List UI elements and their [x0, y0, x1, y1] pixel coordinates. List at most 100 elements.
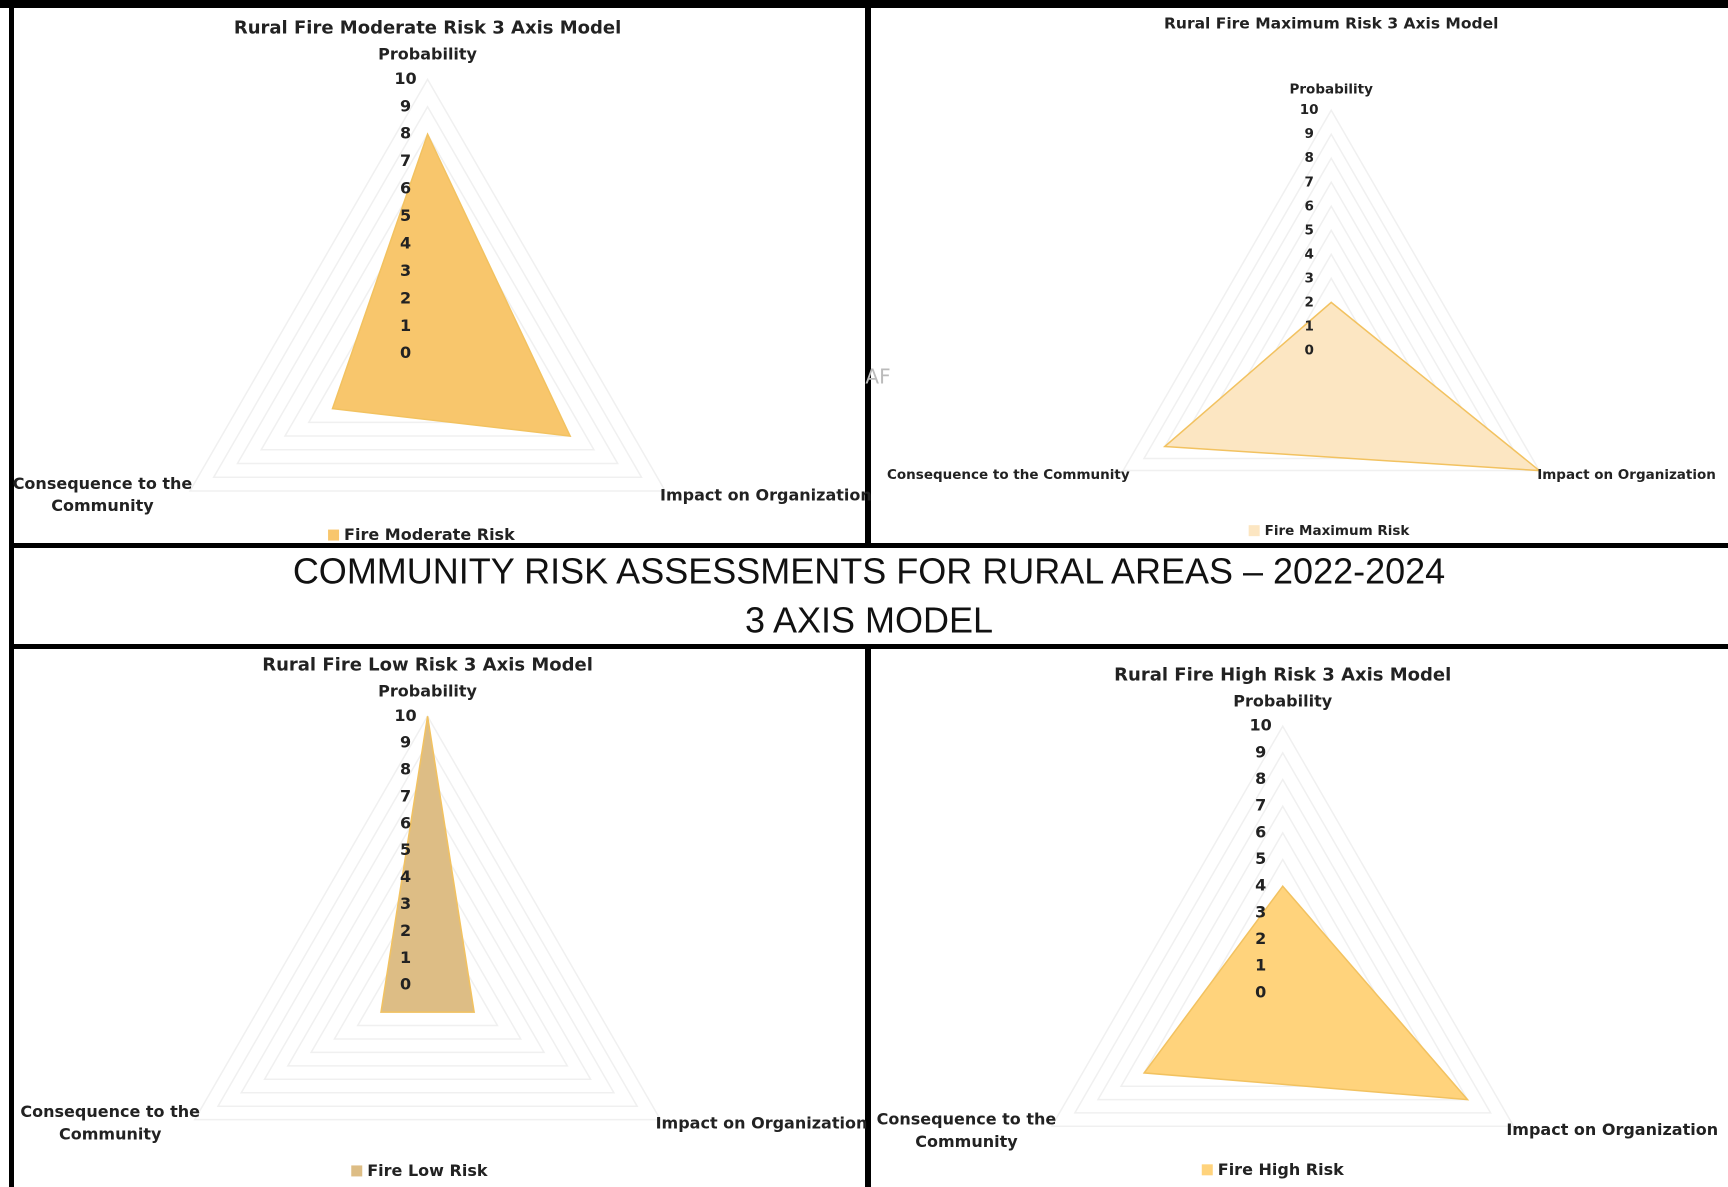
legend-swatch: [1201, 1164, 1213, 1176]
heading: 3 AXIS MODEL: [745, 600, 993, 641]
tick-label: 6: [1304, 198, 1313, 214]
grid-line: [1121, 108, 1541, 472]
tick-label: 2: [1255, 929, 1266, 948]
tick-label: 1: [1304, 318, 1313, 334]
tick-label: 8: [400, 760, 411, 779]
radar-area: [1142, 885, 1470, 1101]
grid-line: [1050, 724, 1515, 1127]
tick-label: 1: [400, 948, 411, 967]
chart-title: Rural Fire Low Risk 3 Axis Model: [262, 655, 593, 676]
radar-area: [380, 716, 476, 1013]
axis-label: Impact on Organization: [660, 485, 872, 504]
tick-label: 10: [1250, 716, 1272, 735]
tick-label: 4: [400, 867, 411, 886]
border: [9, 644, 1728, 649]
grid-line: [1119, 804, 1446, 1087]
legend-swatch: [351, 1165, 363, 1177]
axis-label: Impact on Organization: [1506, 1120, 1718, 1139]
tick-label: 5: [1304, 222, 1313, 238]
grid-line: [188, 77, 667, 492]
tick-label: 3: [400, 261, 411, 280]
axis-label: Probability: [1290, 81, 1374, 97]
border: [865, 647, 871, 1187]
border: [0, 0, 1728, 8]
legend-swatch: [1248, 525, 1260, 537]
tick-label: 4: [1255, 876, 1266, 895]
tick-label: 4: [1304, 246, 1313, 262]
chart-title: Rural Fire Moderate Risk 3 Axis Model: [234, 18, 621, 39]
border: [9, 543, 1728, 548]
grid-line: [1073, 751, 1492, 1114]
tick-label: 7: [400, 786, 411, 805]
grid-line: [263, 795, 592, 1081]
legend-label: Fire High Risk: [1218, 1160, 1344, 1179]
tick-label: 1: [400, 316, 411, 335]
axis-label: Impact on Organization: [1537, 467, 1716, 483]
tick-label: 0: [400, 343, 411, 362]
grid-line: [236, 132, 619, 465]
grid-line: [216, 741, 639, 1107]
radar-area: [331, 132, 572, 437]
axis-label: Probability: [378, 682, 477, 701]
axis-label: Probability: [378, 45, 477, 64]
tick-label: 9: [1255, 742, 1266, 761]
tick-label: 5: [400, 206, 411, 225]
axis-label: Consequence to the Community: [887, 467, 1130, 483]
grid-line: [309, 849, 546, 1054]
tick-label: 6: [1255, 822, 1266, 841]
tick-label: 9: [400, 96, 411, 115]
tick-label: 5: [1255, 849, 1266, 868]
tick-label: 8: [1304, 150, 1313, 166]
tick-label: 6: [400, 179, 411, 198]
grid-line: [259, 160, 596, 451]
grid-line: [212, 105, 643, 478]
tick-label: 9: [400, 733, 411, 752]
tick-label: 9: [1304, 126, 1313, 142]
axis-label: Consequence to the Community: [20, 1101, 200, 1142]
tick-label: 3: [1255, 902, 1266, 921]
tick-label: 3: [1304, 270, 1313, 286]
tick-label: 0: [1304, 342, 1313, 358]
grid-line: [1142, 132, 1520, 460]
chart-title: Rural Fire Maximum Risk 3 Axis Model: [1164, 15, 1498, 33]
tick-label: 2: [400, 921, 411, 940]
legend-label: Fire Maximum Risk: [1265, 523, 1411, 539]
axis-label: Impact on Organization: [656, 1114, 868, 1133]
grid-line: [333, 876, 523, 1040]
tick-label: 10: [394, 69, 416, 88]
radar-area: [1162, 301, 1542, 472]
border: [9, 0, 14, 1187]
axis-label: Consequence to the Community: [877, 1109, 1057, 1150]
tick-label: 8: [1255, 769, 1266, 788]
grid-line: [193, 714, 662, 1121]
legend-label: Fire Moderate Risk: [344, 525, 515, 544]
tick-label: 10: [394, 706, 416, 725]
tick-label: 2: [1304, 294, 1313, 310]
watermark: AF: [865, 365, 890, 389]
tick-label: 0: [400, 975, 411, 994]
grid-line: [239, 768, 616, 1094]
tick-label: 1: [1255, 956, 1266, 975]
grid-line: [1096, 778, 1469, 1101]
tick-label: 10: [1300, 102, 1319, 118]
border: [865, 0, 871, 546]
axis-label: Consequence to the Community: [13, 473, 193, 514]
tick-label: 0: [1255, 982, 1266, 1001]
tick-label: 8: [400, 124, 411, 143]
tick-label: 3: [400, 894, 411, 913]
tick-label: 6: [400, 813, 411, 832]
tick-label: 7: [1304, 174, 1313, 190]
tick-label: 2: [400, 288, 411, 307]
grid-line: [286, 822, 569, 1067]
tick-label: 7: [1255, 796, 1266, 815]
legend-label: Fire Low Risk: [367, 1161, 488, 1180]
tick-label: 5: [400, 840, 411, 859]
legend-swatch: [328, 529, 340, 541]
tick-label: 4: [400, 233, 411, 252]
axis-label: Probability: [1233, 691, 1332, 710]
chart-title: Rural Fire High Risk 3 Axis Model: [1114, 665, 1451, 686]
heading: COMMUNITY RISK ASSESSMENTS FOR RURAL ARE…: [293, 551, 1445, 592]
tick-label: 7: [400, 151, 411, 170]
